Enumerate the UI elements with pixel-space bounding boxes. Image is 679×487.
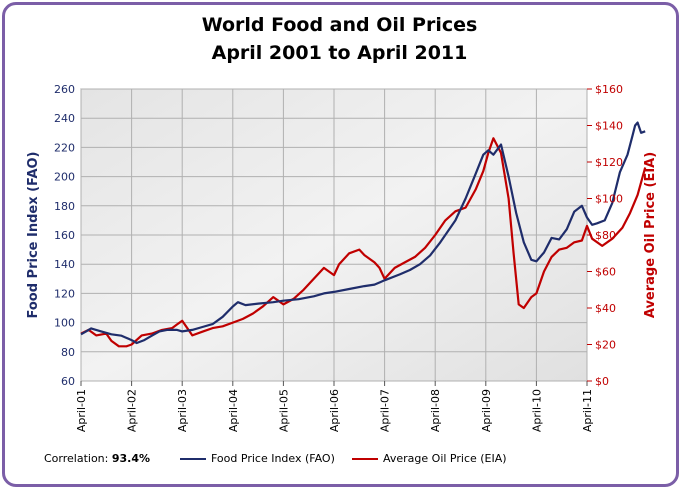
y-tick-label: 260 — [54, 83, 75, 96]
legend-label-oil: Average Oil Price (EIA) — [383, 452, 507, 465]
y2-axis-label: Average Oil Price (EIA) — [643, 152, 658, 318]
legend-swatch-oil — [352, 457, 378, 460]
x-tick-label: April-01 — [75, 389, 88, 432]
x-tick-label: April-04 — [227, 389, 240, 432]
y2-tick-label: $60 — [595, 266, 616, 279]
y2-tick-label: $40 — [595, 302, 616, 315]
axis-ticks: April-01 April-02 April-03 April-04 April-05… — [54, 83, 623, 432]
y2-tick-label: $80 — [595, 229, 616, 242]
x-tick-label: April-02 — [126, 389, 139, 432]
x-tick-label: April-11 — [581, 389, 594, 432]
y-axis-label: Food Price Index (FAO) — [26, 151, 41, 318]
y2-tick-label: $20 — [595, 339, 616, 352]
gridlines — [80, 88, 588, 382]
x-tick-label: April-03 — [176, 389, 189, 432]
x-tick-label: April-06 — [328, 389, 341, 432]
x-tick-label: April-08 — [429, 389, 442, 432]
chart-title: World Food and Oil Prices — [201, 14, 478, 36]
x-tick-label: April-05 — [277, 389, 290, 432]
legend-food: Food Price Index (FAO) — [180, 452, 335, 465]
y2-tick-label: $100 — [595, 193, 623, 206]
x-tick-label: April-10 — [530, 389, 543, 432]
y-tick-label: 240 — [54, 112, 75, 125]
y-tick-label: 80 — [61, 346, 75, 359]
y-tick-label: 200 — [54, 171, 75, 184]
correlation-annotation: Correlation: 93.4% — [44, 452, 150, 465]
legend-label-food: Food Price Index (FAO) — [211, 452, 335, 465]
y2-tick-label: $140 — [595, 120, 623, 133]
series-lines — [80, 121, 647, 348]
x-tick-label: April-07 — [379, 389, 392, 432]
y-tick-label: 60 — [61, 375, 75, 388]
y-tick-label: 160 — [54, 229, 75, 242]
legend-oil: Average Oil Price (EIA) — [352, 452, 507, 465]
y-tick-label: 180 — [54, 200, 75, 213]
y-tick-label: 220 — [54, 141, 75, 154]
y-tick-label: 120 — [54, 287, 75, 300]
oil-price-line — [80, 137, 647, 348]
x-tick-label: April-09 — [480, 389, 493, 432]
y2-tick-label: $0 — [595, 375, 609, 388]
y-tick-label: 140 — [54, 258, 75, 271]
y2-tick-label: $120 — [595, 156, 623, 169]
legend-swatch-food — [180, 457, 206, 460]
chart-subtitle: April 2001 to April 2011 — [211, 42, 468, 64]
correlation-value: 93.4% — [111, 452, 151, 465]
food-price-line — [80, 121, 646, 345]
y-tick-label: 100 — [54, 317, 75, 330]
correlation-label: Correlation: — [44, 452, 112, 465]
y2-tick-label: $160 — [595, 83, 623, 96]
